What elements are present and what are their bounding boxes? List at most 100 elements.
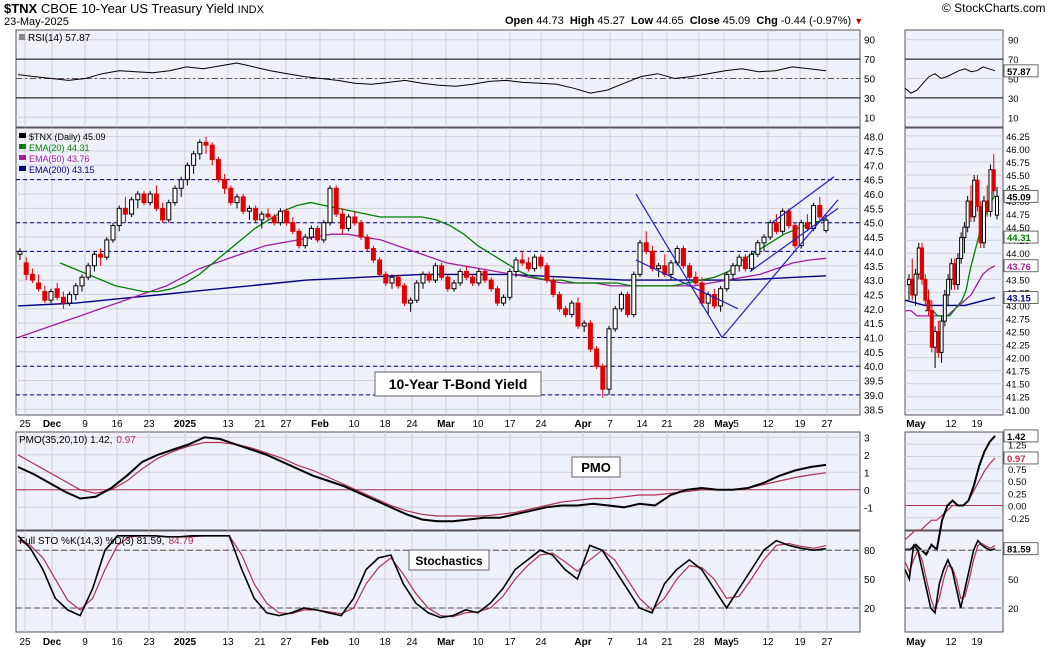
candle-body bbox=[612, 308, 618, 330]
candle-body bbox=[414, 282, 420, 301]
ema50-tag-bg bbox=[1003, 259, 1039, 273]
candle-body bbox=[302, 236, 308, 247]
pmo-signal-tag-bg bbox=[1003, 451, 1039, 465]
chart-title: $TNX CBOE 10-Year US Treasury Yield INDX bbox=[4, 1, 264, 16]
price-tick-label: 40.0 bbox=[864, 362, 884, 373]
copyright: © StockCharts.com bbox=[942, 1, 1046, 15]
candle-body bbox=[42, 291, 48, 301]
zoom-x-tick-label: 19 bbox=[971, 419, 983, 430]
x-tick-label-bottom: 27 bbox=[821, 637, 833, 648]
x-tick-label: 2025 bbox=[174, 419, 197, 430]
candle-body bbox=[792, 225, 798, 247]
zoom-price-tick-label: 42.50 bbox=[1006, 328, 1030, 339]
low-value: 44.65 bbox=[656, 15, 684, 27]
zoom-candle-body bbox=[952, 263, 957, 286]
candle-body bbox=[29, 273, 35, 281]
zoom-x-tick-label-bottom: 12 bbox=[945, 637, 957, 648]
candle-body bbox=[457, 271, 463, 284]
x-tick-label: 27 bbox=[821, 419, 833, 430]
price-legend-entry: $TNX (Daily) 45.09 bbox=[29, 132, 106, 142]
candle-body bbox=[581, 322, 587, 327]
zoom-sto-tick-label: 50 bbox=[1008, 575, 1019, 586]
price-tick-label: 39.5 bbox=[864, 377, 884, 388]
rsi-tick-label: 90 bbox=[864, 36, 876, 47]
zoom-candle-body bbox=[985, 200, 990, 212]
trend-line bbox=[635, 193, 723, 338]
candle-body bbox=[184, 164, 190, 181]
candle-body bbox=[358, 222, 364, 238]
sto-tick-label: 80 bbox=[864, 546, 876, 557]
x-tick-label-bottom: 7 bbox=[607, 637, 613, 648]
candle-body bbox=[271, 216, 277, 224]
candle-body bbox=[246, 207, 252, 212]
pmo-tick-label: 1 bbox=[864, 468, 870, 479]
price-legend-entry: EMA(20) 44.31 bbox=[29, 143, 90, 153]
candle-body bbox=[606, 328, 612, 390]
candle-body bbox=[197, 141, 203, 155]
x-tick-label: 23 bbox=[143, 419, 155, 430]
candle-body bbox=[346, 216, 352, 229]
candle-body bbox=[98, 253, 104, 258]
candle-body bbox=[377, 259, 383, 275]
candle-body bbox=[470, 276, 476, 284]
candle-body bbox=[525, 262, 531, 270]
candle-body bbox=[730, 265, 736, 275]
price-tick-label: 42.0 bbox=[864, 305, 884, 316]
zoom-price-tick-label: 43.50 bbox=[1006, 275, 1030, 286]
zoom-pmo-tick-label: 1.25 bbox=[1008, 440, 1027, 451]
candle-body bbox=[637, 242, 643, 275]
x-tick-label-bottom: 14 bbox=[636, 637, 648, 648]
price-tick-label: 41.5 bbox=[864, 319, 884, 330]
x-tick-label: 27 bbox=[280, 419, 292, 430]
price-tick-label: 43.5 bbox=[864, 262, 884, 273]
zoom-x-tick-label: May bbox=[906, 419, 926, 430]
x-tick-label-bottom: 2025 bbox=[174, 637, 197, 648]
x-tick-label: 24 bbox=[406, 419, 418, 430]
candle-body bbox=[724, 273, 730, 290]
x-tick-label: 21 bbox=[661, 419, 673, 430]
price-legend-entry: EMA(200) 43.15 bbox=[29, 165, 95, 175]
zoom-price-tick-label: 45.75 bbox=[1006, 158, 1030, 169]
x-tick-label: 12 bbox=[762, 419, 774, 430]
legend-swatch bbox=[19, 166, 26, 171]
candle-body bbox=[315, 227, 321, 241]
candle-body bbox=[352, 216, 358, 224]
candle-body bbox=[761, 236, 767, 244]
price-tick-label: 40.5 bbox=[864, 348, 884, 359]
candle-body bbox=[296, 230, 302, 247]
candle-body bbox=[160, 207, 166, 221]
rsi-tag: 57.87 bbox=[1007, 67, 1031, 78]
zoom-price-tick-label: 42.00 bbox=[1006, 354, 1030, 365]
price-tick-label: 39.0 bbox=[864, 391, 884, 402]
zoom-x-tick-label-bottom: 19 bbox=[971, 637, 983, 648]
candle-body bbox=[191, 153, 197, 166]
candle-body bbox=[265, 213, 271, 218]
down-arrow-icon: ▼ bbox=[854, 16, 864, 26]
zoom-pmo-tick-label: -0.25 bbox=[1008, 514, 1030, 525]
candle-body bbox=[804, 222, 810, 229]
zoom-candle-body bbox=[939, 320, 944, 353]
rsi-line bbox=[17, 62, 827, 94]
zoom-pmo-tick-label: 0.25 bbox=[1008, 489, 1027, 500]
rsi-tick-label: 30 bbox=[864, 94, 876, 105]
open-value: 44.73 bbox=[536, 15, 564, 27]
candle-body bbox=[463, 271, 469, 278]
pmo-tag: 1.42 bbox=[1007, 432, 1026, 443]
candle-body bbox=[476, 271, 482, 284]
candle-body bbox=[482, 271, 488, 281]
zoom-price-tick-label: 43.00 bbox=[1006, 301, 1030, 312]
trend-line bbox=[635, 259, 739, 310]
candle-body bbox=[153, 193, 159, 209]
x-tick-label-bottom: Apr bbox=[574, 637, 591, 648]
panel-sto bbox=[15, 530, 861, 633]
candle-body bbox=[693, 276, 699, 284]
candle-body bbox=[234, 196, 240, 204]
x-tick-label-bottom: Dec bbox=[43, 637, 62, 648]
zoom-price-tick-label: 41.75 bbox=[1006, 367, 1030, 378]
zoom-candle-body bbox=[936, 331, 941, 353]
close-label: Close bbox=[689, 15, 720, 27]
candle-body bbox=[73, 285, 79, 295]
x-tick-label-bottom: Feb bbox=[311, 637, 329, 648]
high-value: 45.27 bbox=[597, 15, 625, 27]
